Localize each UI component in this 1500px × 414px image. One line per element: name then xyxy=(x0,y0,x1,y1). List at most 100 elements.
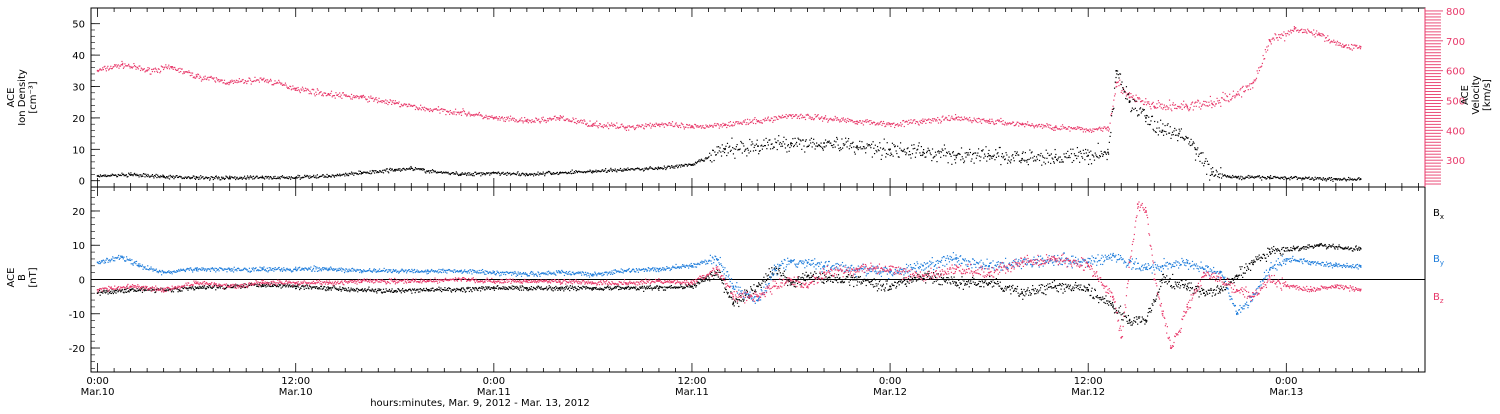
velocity-series-point xyxy=(672,121,673,122)
velocity-series-point xyxy=(1081,129,1082,130)
density-series-point xyxy=(609,169,610,170)
velocity-series-point xyxy=(486,116,487,117)
density-series-point xyxy=(1326,179,1327,180)
velocity-series-point xyxy=(1222,92,1223,93)
velocity-series-point xyxy=(100,68,101,69)
density-series-point xyxy=(1041,165,1042,166)
density-series-point xyxy=(1101,153,1102,154)
density-series-point xyxy=(671,165,672,166)
density-series-point xyxy=(679,165,680,166)
velocity-series-point xyxy=(951,118,952,119)
density-series-point xyxy=(718,146,719,147)
velocity-series-point xyxy=(1196,106,1197,107)
density-series-point xyxy=(1007,163,1008,164)
velocity-series-point xyxy=(644,128,645,129)
velocity-series-datapoint xyxy=(196,76,198,78)
density-series-point xyxy=(210,178,211,179)
density-series-point xyxy=(309,175,310,176)
density-series-point xyxy=(399,168,400,169)
velocity-series-point xyxy=(214,77,215,78)
bx-series-point xyxy=(469,287,470,288)
velocity-series-point xyxy=(299,90,300,91)
velocity-series-point xyxy=(1142,100,1143,101)
density-series-point xyxy=(860,146,861,147)
bx-series-point xyxy=(565,289,566,290)
velocity-series-point xyxy=(826,118,827,119)
velocity-series-point xyxy=(612,125,613,126)
bx-series-point xyxy=(454,289,455,290)
velocity-series-point xyxy=(887,124,888,125)
velocity-series-point xyxy=(560,116,561,117)
density-series-datapoint xyxy=(1360,178,1362,180)
density-series-point xyxy=(1283,179,1284,180)
density-series-datapoint xyxy=(328,175,330,177)
density-series-point xyxy=(471,174,472,175)
density-series-datapoint xyxy=(1021,158,1023,160)
velocity-series-point xyxy=(917,122,918,123)
density-series-point xyxy=(348,175,349,176)
bx-series-point xyxy=(273,286,274,287)
velocity-series-point xyxy=(112,68,113,69)
density-series-point xyxy=(1072,149,1073,150)
velocity-series-point xyxy=(1262,63,1263,64)
density-series-point xyxy=(742,143,743,144)
velocity-series-point xyxy=(1103,128,1104,129)
density-series-point xyxy=(482,174,483,175)
density-series-point xyxy=(1144,109,1145,110)
density-series-point xyxy=(253,176,254,177)
density-series-point xyxy=(505,173,506,174)
density-series-point xyxy=(542,174,543,175)
density-series-point xyxy=(165,177,166,178)
density-series-point xyxy=(1079,162,1080,163)
velocity-series-point xyxy=(1026,124,1027,125)
density-series-point xyxy=(466,175,467,176)
density-series-point xyxy=(1084,159,1085,160)
velocity-series-point xyxy=(981,123,982,124)
velocity-series-point xyxy=(1139,98,1140,99)
density-series-point xyxy=(616,171,617,172)
velocity-series-point xyxy=(1235,95,1236,96)
velocity-series-point xyxy=(546,120,547,121)
density-series-point xyxy=(966,152,967,153)
density-series-point xyxy=(339,174,340,175)
velocity-series-point xyxy=(306,90,307,91)
bx-series-point xyxy=(545,288,546,289)
velocity-series-datapoint xyxy=(889,124,891,126)
velocity-series-point xyxy=(1245,85,1246,86)
density-series-point xyxy=(942,148,943,149)
density-series-point xyxy=(763,139,764,140)
density-series-point xyxy=(1274,176,1275,177)
bx-series-point xyxy=(683,287,684,288)
velocity-series-point xyxy=(1075,127,1076,128)
velocity-series-point xyxy=(1289,34,1290,35)
density-series-point xyxy=(638,168,639,169)
density-series-point xyxy=(482,172,483,173)
bx-series-point xyxy=(225,288,226,289)
velocity-series-datapoint xyxy=(97,70,99,72)
velocity-series-point xyxy=(482,116,483,117)
bx-series-point xyxy=(105,292,106,293)
density-series-point xyxy=(315,177,316,178)
velocity-series-point xyxy=(1240,89,1241,90)
velocity-series-point xyxy=(767,118,768,119)
density-series-point xyxy=(156,174,157,175)
density-series-point xyxy=(1094,160,1095,161)
bx-series-point xyxy=(690,285,691,286)
bx-series-point xyxy=(276,286,277,287)
bx-series-point xyxy=(642,286,643,287)
density-series-point xyxy=(1141,112,1142,113)
density-series-point xyxy=(279,177,280,178)
density-series-point xyxy=(796,142,797,143)
density-series-point xyxy=(803,139,804,140)
velocity-series-point xyxy=(726,127,727,128)
bx-series-point xyxy=(136,291,137,292)
velocity-series-point xyxy=(1170,105,1171,106)
density-series-point xyxy=(881,159,882,160)
density-series-point xyxy=(887,142,888,143)
velocity-series-point xyxy=(497,118,498,119)
density-series-point xyxy=(1229,176,1230,177)
bx-series-point xyxy=(679,287,680,288)
density-series-point xyxy=(1261,179,1262,180)
bx-series-point xyxy=(617,286,618,287)
density-series-point xyxy=(1216,170,1217,171)
